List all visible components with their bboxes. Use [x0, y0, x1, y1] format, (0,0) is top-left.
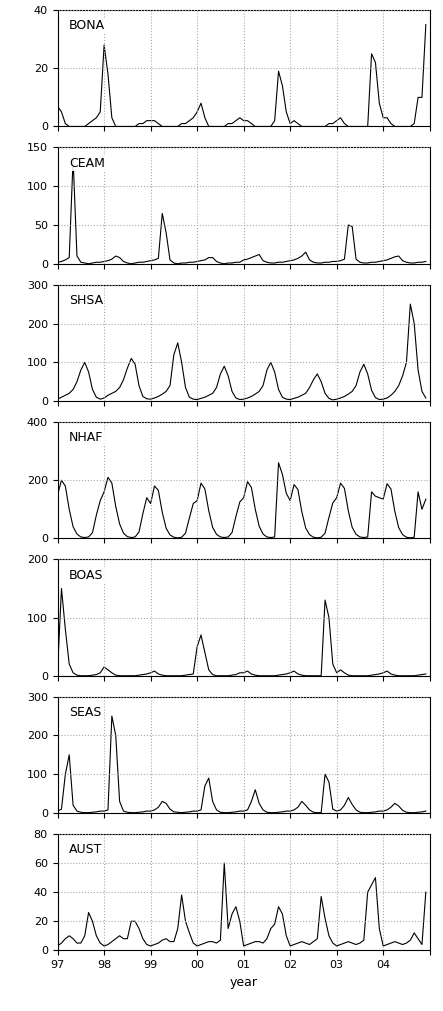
Text: BONA: BONA	[69, 19, 105, 32]
Text: AUST: AUST	[69, 843, 102, 856]
Text: BOAS: BOAS	[69, 568, 103, 581]
Text: NHAF: NHAF	[69, 432, 103, 445]
Text: SEAS: SEAS	[69, 706, 101, 719]
Text: SHSA: SHSA	[69, 294, 103, 307]
Text: CEAM: CEAM	[69, 157, 105, 170]
X-axis label: year: year	[229, 976, 258, 989]
